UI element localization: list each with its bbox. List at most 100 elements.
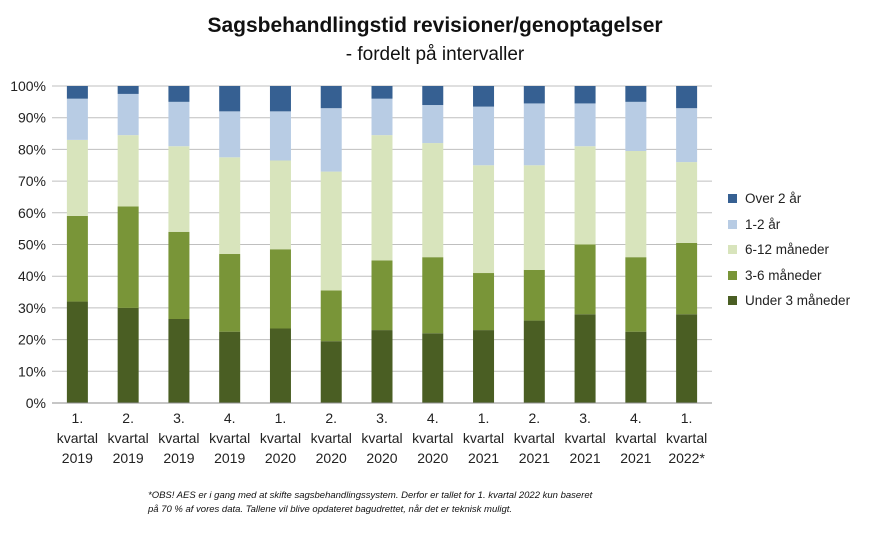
bar-segment (625, 331, 647, 403)
bar-segment (422, 257, 444, 334)
bar-segment (371, 98, 393, 136)
legend-item-6-12-maneder: 6-12 måneder (728, 237, 850, 263)
x-tick-label-line: 2020 (316, 450, 347, 466)
bar-segment (66, 86, 88, 99)
bar-segment (676, 108, 698, 163)
bar-segment (625, 101, 647, 151)
x-tick-label-line: kvartal (311, 430, 352, 446)
bar-segment (320, 341, 342, 403)
legend-item-over-2-ar: Over 2 år (728, 186, 850, 212)
x-tick-label: 2. kvartal 2020 (311, 410, 352, 466)
x-tick-label: 4. kvartal 2019 (209, 410, 250, 466)
bar-segment (473, 273, 495, 331)
bar-segment (168, 231, 190, 319)
bar-segment (523, 86, 545, 104)
bar-segment (676, 242, 698, 315)
bar-segment (523, 320, 545, 403)
x-tick-label: 2. kvartal 2019 (108, 410, 149, 466)
y-tick-label: 50% (18, 237, 46, 253)
bar-segment (422, 143, 444, 258)
x-tick-label: 1. kvartal 2022* (666, 410, 707, 466)
x-tick-label-line: 2. (122, 410, 134, 426)
x-tick-label-line: 1. (478, 410, 490, 426)
x-tick-label-line: 2019 (163, 450, 194, 466)
x-tick-label-line: kvartal (260, 430, 301, 446)
y-tick-label: 0% (26, 395, 46, 411)
x-tick-label-line: 2. (528, 410, 540, 426)
x-tick-label-line: 3. (579, 410, 591, 426)
legend-label: 6-12 måneder (745, 242, 830, 258)
legend-item-under-3-maneder: Under 3 måneder (728, 288, 850, 314)
bar-segment (625, 150, 647, 258)
bar-segment (269, 160, 291, 250)
bar-segment (523, 165, 545, 270)
x-tick-label-line: 2021 (519, 450, 550, 466)
footnote-line-2: på 70 % af vores data. Tallene vil blive… (148, 504, 513, 515)
y-tick-label: 30% (18, 300, 46, 316)
bar-segment (219, 86, 241, 112)
x-tick-label: 4. kvartal 2020 (412, 410, 453, 466)
x-tick-label: 3. kvartal 2019 (158, 410, 199, 466)
bar-segment (676, 86, 698, 109)
bar-segment (473, 165, 495, 274)
legend-item-3-6-maneder: 3-6 måneder (728, 263, 850, 289)
x-tick-label-line: 3. (376, 410, 388, 426)
bar-segment (117, 307, 139, 403)
y-tick-label: 80% (18, 141, 46, 157)
x-tick-label-line: 4. (630, 410, 642, 426)
legend-swatch (728, 194, 737, 204)
y-tick-label: 100% (10, 78, 46, 94)
bar-segment (574, 244, 596, 315)
x-tick-label-line: kvartal (361, 430, 402, 446)
bar-segment (422, 86, 444, 106)
bar-segment (473, 86, 495, 107)
y-tick-label: 70% (18, 173, 46, 189)
x-tick-label-line: kvartal (615, 430, 656, 446)
bar-segment (117, 135, 139, 207)
y-tick-label: 90% (18, 110, 46, 126)
x-tick-label-line: 2019 (214, 450, 245, 466)
bar-segment (219, 254, 241, 332)
bar-segment (320, 290, 342, 342)
bar-segment (371, 260, 393, 331)
legend-swatch (728, 245, 737, 255)
x-tick-label-line: 2021 (468, 450, 499, 466)
x-tick-label-line: 2. (325, 410, 337, 426)
y-tick-label: 60% (18, 205, 46, 221)
legend-label: 3-6 måneder (745, 267, 822, 283)
x-tick-label-line: kvartal (514, 430, 555, 446)
x-tick-label-line: kvartal (463, 430, 504, 446)
bar-segment (676, 314, 698, 403)
bar-segment (269, 111, 291, 161)
legend-item-1-2-ar: 1-2 år (728, 212, 850, 238)
chart-legend: Over 2 år 1-2 år 6-12 måneder 3-6 månede… (728, 186, 850, 314)
legend-label: Over 2 år (745, 191, 802, 207)
bar-segment (523, 103, 545, 166)
x-tick-label-line: kvartal (158, 430, 199, 446)
x-tick-label-line: 2022* (668, 450, 705, 466)
bar-segment (219, 111, 241, 158)
x-tick-label-line: kvartal (412, 430, 453, 446)
bar-segment (66, 98, 88, 140)
bar-segment (320, 108, 342, 172)
x-tick-label-line: 1. (72, 410, 84, 426)
bar-segment (168, 86, 190, 102)
bar-segment (269, 249, 291, 329)
footnote: *OBS! AES er i gang med at skifte sagsbe… (148, 489, 592, 517)
bar-segment (66, 301, 88, 403)
bar-segment (320, 171, 342, 291)
bar-segment (473, 330, 495, 403)
x-tick-label-line: kvartal (564, 430, 605, 446)
x-tick-label-line: 2019 (113, 450, 144, 466)
bar-segment (574, 314, 596, 403)
x-tick-label-line: 4. (224, 410, 236, 426)
legend-swatch (728, 219, 737, 229)
bar-segment (625, 257, 647, 332)
legend-swatch (728, 296, 737, 306)
x-tick-label-line: 2020 (366, 450, 397, 466)
x-tick-label: 3. kvartal 2021 (564, 410, 605, 466)
legend-label: Under 3 måneder (745, 293, 851, 309)
bar-segment (676, 162, 698, 243)
x-tick-label-line: 2020 (265, 450, 296, 466)
